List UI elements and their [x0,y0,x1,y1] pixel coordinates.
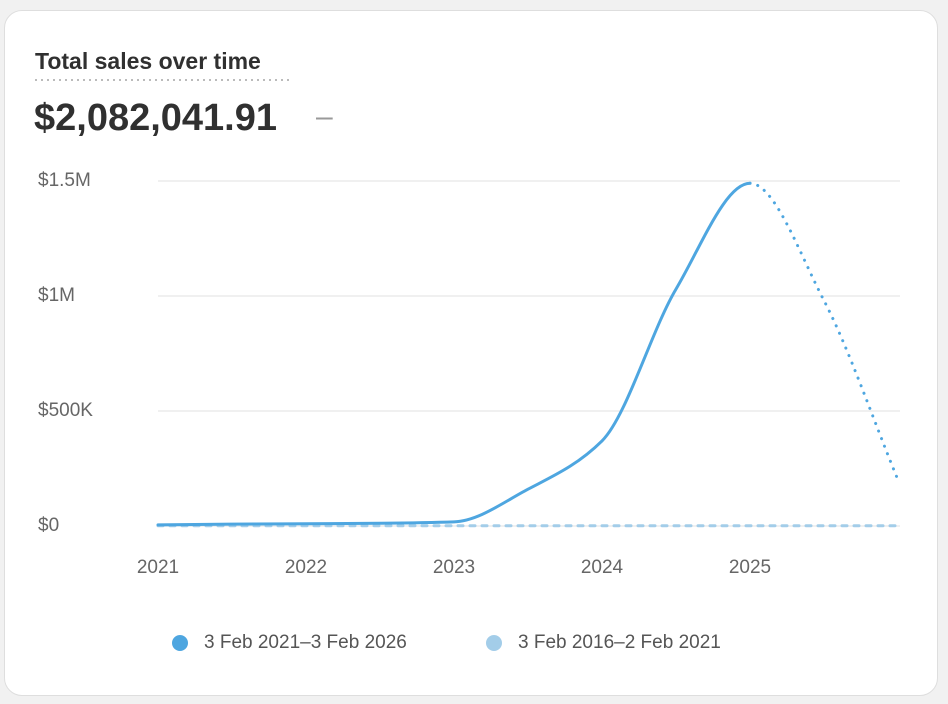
card [4,10,938,696]
x-tick-label: 2024 [581,557,624,578]
legend-label: 3 Feb 2021–3 Feb 2026 [204,632,407,653]
y-tick-label: $1M [38,285,75,306]
y-tick-label: $500K [38,400,93,421]
legend-label: 3 Feb 2016–2 Feb 2021 [518,632,721,653]
sales-line-projected [748,181,900,482]
y-tick-label: $1.5M [38,170,91,191]
x-tick-label: 2022 [285,557,327,578]
y-tick-label: $0 [38,515,59,536]
x-tick-label: 2021 [137,557,179,578]
legend-swatch [486,635,502,651]
card-title[interactable]: Total sales over time [35,48,261,74]
x-tick-label: 2025 [729,557,771,578]
sales-line [156,181,752,527]
legend-swatch [172,635,188,651]
total-value: $2,082,041.91 [34,97,277,139]
x-tick-label: 2023 [433,557,475,578]
change: – [316,100,333,133]
